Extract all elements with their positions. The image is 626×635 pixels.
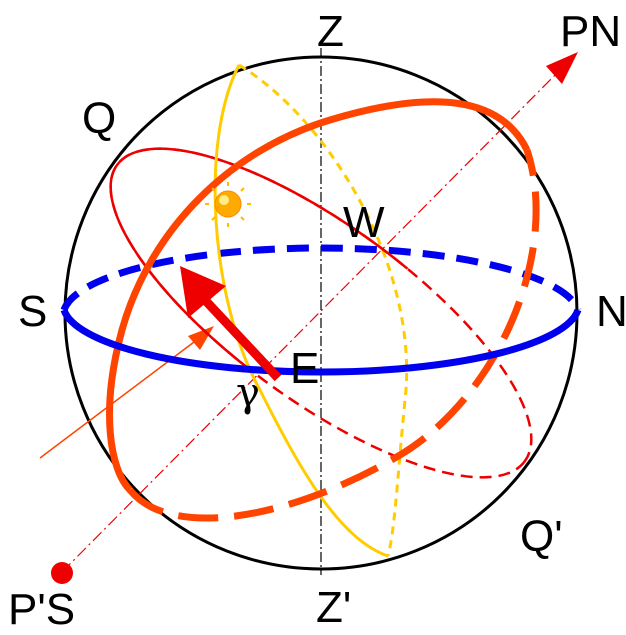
label-vernal-point: γ (236, 370, 260, 416)
label-north: N (596, 287, 626, 336)
label-equator-bottom: Q' (520, 512, 563, 561)
polar-axis (61, 61, 569, 573)
incoming-ray-arrowhead (188, 326, 214, 350)
label-south-pole: P'S (8, 585, 75, 630)
label-south: S (18, 287, 47, 336)
equator-ellipse (109, 147, 533, 479)
label-zenith: Z (317, 7, 344, 56)
sun-motion-arrow-shaft (201, 296, 282, 382)
label-equator-top: Q (82, 94, 116, 143)
meridian-front-half (213, 64, 389, 558)
sun-motion-arrowhead (180, 266, 226, 318)
ecliptic-back-half (127, 148, 540, 522)
label-nadir: Z' (316, 583, 351, 630)
label-east: E (290, 344, 319, 393)
pole-dot-icon (51, 562, 73, 584)
meridian-back-half (238, 63, 409, 557)
label-west: W (343, 198, 385, 247)
horizon-front-half (60, 308, 582, 376)
sun-icon (205, 182, 251, 227)
north-pole-arrowhead (546, 52, 578, 84)
ecliptic-front-half (106, 98, 531, 493)
label-north-pole: PN (560, 7, 621, 56)
horizon-back-half (60, 244, 582, 312)
